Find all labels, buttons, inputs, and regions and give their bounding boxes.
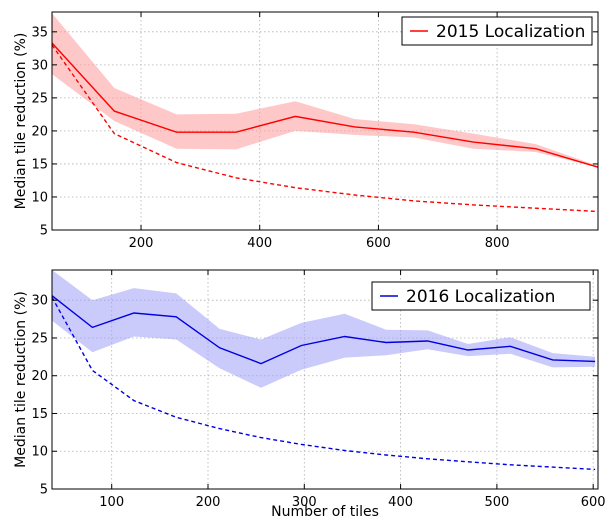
x-tick-label: 500 <box>484 495 509 510</box>
y-tick-label: 15 <box>31 157 48 172</box>
x-tick-label: 600 <box>581 495 606 510</box>
y-tick-label: 10 <box>31 445 48 460</box>
axis-ticks: 100 200 300 400 500 600 5 10 15 20 25 30 <box>31 270 606 510</box>
y-tick-label: 10 <box>31 190 48 205</box>
x-axis-label: Number of tiles <box>271 504 379 520</box>
series-line-2016-localization <box>51 295 596 365</box>
series-line-2015-localization <box>51 42 599 168</box>
legend: 2016 Localization <box>371 281 591 311</box>
y-tick-label: 25 <box>31 91 48 106</box>
y-tick-label: 5 <box>40 483 48 498</box>
legend-label: 2016 Localization <box>406 287 555 307</box>
x-tick-label: 400 <box>247 236 272 251</box>
panel-2015: 200 400 600 800 5 10 15 20 25 30 35 Median tile re… <box>13 11 599 251</box>
x-tick-label: 600 <box>366 236 391 251</box>
x-tick-label: 800 <box>485 236 510 251</box>
confidence-band-2015 <box>52 13 598 168</box>
y-tick-label: 35 <box>31 25 48 40</box>
y-tick-label: 30 <box>31 58 48 73</box>
y-tick-label: 25 <box>31 331 48 346</box>
legend: 2015 Localization <box>401 16 593 46</box>
confidence-band-2016 <box>52 270 596 388</box>
series-line-2016-dashed <box>51 296 596 471</box>
y-tick-label: 20 <box>31 124 48 139</box>
y-tick-label: 15 <box>31 407 48 422</box>
x-tick-label: 400 <box>388 495 413 510</box>
legend-label: 2015 Localization <box>436 22 585 42</box>
y-tick-label: 5 <box>40 224 48 239</box>
series-line-2015-dashed <box>51 44 599 213</box>
legend-box <box>371 281 591 311</box>
y-tick-label: 20 <box>31 369 48 384</box>
y-axis-label: Median tile reduction (%) <box>13 33 29 210</box>
axis-ticks: 200 400 600 800 5 10 15 20 25 30 35 <box>31 12 598 251</box>
plot-frame <box>51 269 599 490</box>
x-tick-label: 200 <box>129 236 154 251</box>
panel-2016: 100 200 300 400 500 600 5 10 15 20 25 30 Median til… <box>13 269 606 520</box>
y-tick-label: 30 <box>31 294 48 309</box>
x-tick-label: 300 <box>292 495 317 510</box>
plot-frame <box>51 11 599 231</box>
x-tick-label: 200 <box>196 495 221 510</box>
x-tick-label: 100 <box>99 495 124 510</box>
y-axis-label: Median tile reduction (%) <box>13 291 29 468</box>
legend-box <box>401 16 593 46</box>
